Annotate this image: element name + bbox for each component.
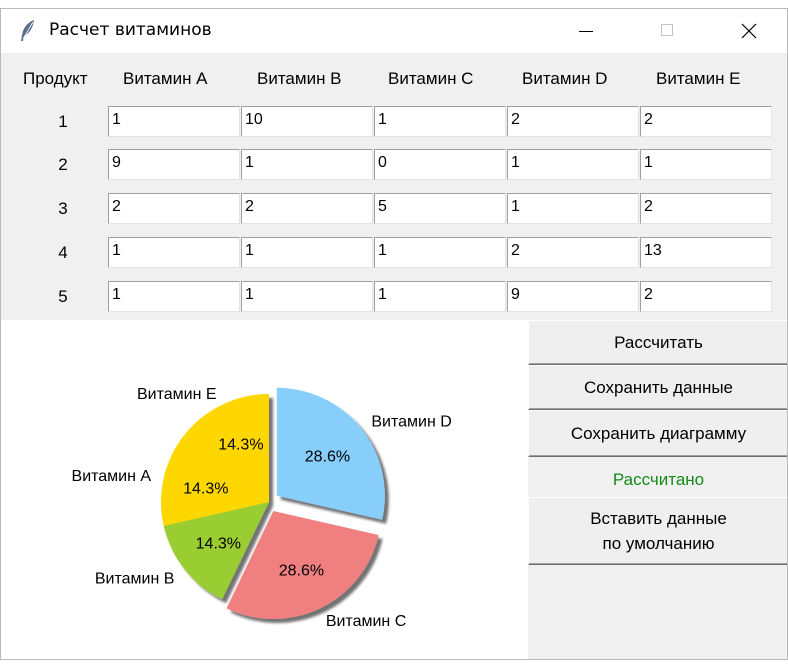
- pie-category-label: Витамин D: [371, 413, 451, 430]
- pie-percent-label: 14.3%: [196, 535, 241, 552]
- pie-category-label: Витамин E: [137, 386, 217, 403]
- title-bar: Расчет витаминов: [1, 9, 787, 53]
- feather-icon: [21, 20, 34, 41]
- pie-slice: [163, 502, 269, 600]
- pie-slice: [184, 394, 269, 502]
- pie-slice: [161, 434, 269, 527]
- status-label: Рассчитано: [612, 470, 705, 489]
- value-input[interactable]: 5: [374, 193, 506, 224]
- value-input[interactable]: 2: [640, 281, 772, 312]
- value-input[interactable]: 13: [640, 237, 772, 268]
- row-label: 1: [58, 112, 68, 131]
- value-input[interactable]: 1: [507, 193, 639, 224]
- window-title: Расчет витаминов: [49, 20, 212, 40]
- value-input[interactable]: 2: [640, 193, 772, 224]
- value-input[interactable]: 9: [507, 281, 639, 312]
- value-input[interactable]: 2: [640, 106, 772, 137]
- value-input[interactable]: 1: [241, 281, 373, 312]
- insert-default-line1: Вставить данные: [590, 508, 727, 528]
- close-button[interactable]: [719, 9, 779, 53]
- vitamin-pie-chart: 28.6% Витамин D 28.6% Витамин C 14.3% Витамин…: [72, 386, 452, 630]
- minimize-button[interactable]: [557, 9, 617, 53]
- pie-category-label: Витамин C: [326, 613, 406, 630]
- pie-slice: [276, 387, 385, 520]
- pie-percent-label: 28.6%: [305, 448, 350, 465]
- value-input[interactable]: 2: [507, 237, 639, 268]
- row-label: 5: [58, 287, 68, 306]
- save-chart-button[interactable]: Сохранить диаграмму: [528, 410, 787, 457]
- value-input[interactable]: 1: [241, 237, 373, 268]
- value-input[interactable]: 1: [374, 106, 506, 137]
- header-vitamin-b: Витамин B: [257, 69, 342, 88]
- value-input[interactable]: 2: [507, 106, 639, 137]
- calculate-button[interactable]: Рассчитать: [528, 320, 787, 365]
- header-vitamin-e: Витамин E: [656, 69, 741, 88]
- value-input[interactable]: 9: [108, 149, 240, 180]
- header-product: Продукт: [23, 69, 88, 88]
- header-vitamin-a: Витамин A: [123, 69, 208, 88]
- value-input[interactable]: 1: [374, 237, 506, 268]
- header-vitamin-d: Витамин D: [522, 69, 608, 88]
- insert-default-data-button[interactable]: Вставить данные по умолчанию: [528, 497, 787, 565]
- value-input[interactable]: 2: [241, 193, 373, 224]
- pie-percent-label: 28.6%: [279, 562, 324, 579]
- chart-area: 28.6% Витамин D 28.6% Витамин C 14.3% Витамин…: [1, 320, 528, 659]
- background-strip-top: [0, 0, 788, 8]
- value-input[interactable]: 10: [241, 106, 373, 137]
- app-window: Расчет витаминов Продукт Витамин A Витам…: [0, 8, 788, 660]
- value-input[interactable]: 1: [108, 106, 240, 137]
- close-icon: [741, 23, 757, 39]
- save-data-button[interactable]: Сохранить данные: [528, 365, 787, 410]
- value-input[interactable]: 2: [108, 193, 240, 224]
- value-input[interactable]: 1: [507, 149, 639, 180]
- header-vitamin-c: Витамин C: [388, 69, 474, 88]
- pie-percent-label: 14.3%: [218, 437, 263, 454]
- pie-category-label: Витамин B: [95, 570, 175, 587]
- row-label: 2: [58, 155, 68, 174]
- background-strip-bottom: [0, 660, 788, 671]
- insert-default-line2: по умолчанию: [602, 534, 715, 553]
- value-input[interactable]: 1: [374, 281, 506, 312]
- pie-slice: [226, 511, 379, 620]
- value-input[interactable]: 0: [374, 149, 506, 180]
- value-input[interactable]: 1: [108, 281, 240, 312]
- value-input[interactable]: 1: [108, 237, 240, 268]
- maximize-button[interactable]: [638, 9, 698, 53]
- value-input[interactable]: 1: [241, 149, 373, 180]
- pie-percent-label: 14.3%: [183, 481, 228, 498]
- row-label: 3: [58, 199, 68, 218]
- row-label: 4: [58, 243, 68, 262]
- pie-category-label: Витамин A: [72, 468, 152, 485]
- value-input[interactable]: 1: [640, 149, 772, 180]
